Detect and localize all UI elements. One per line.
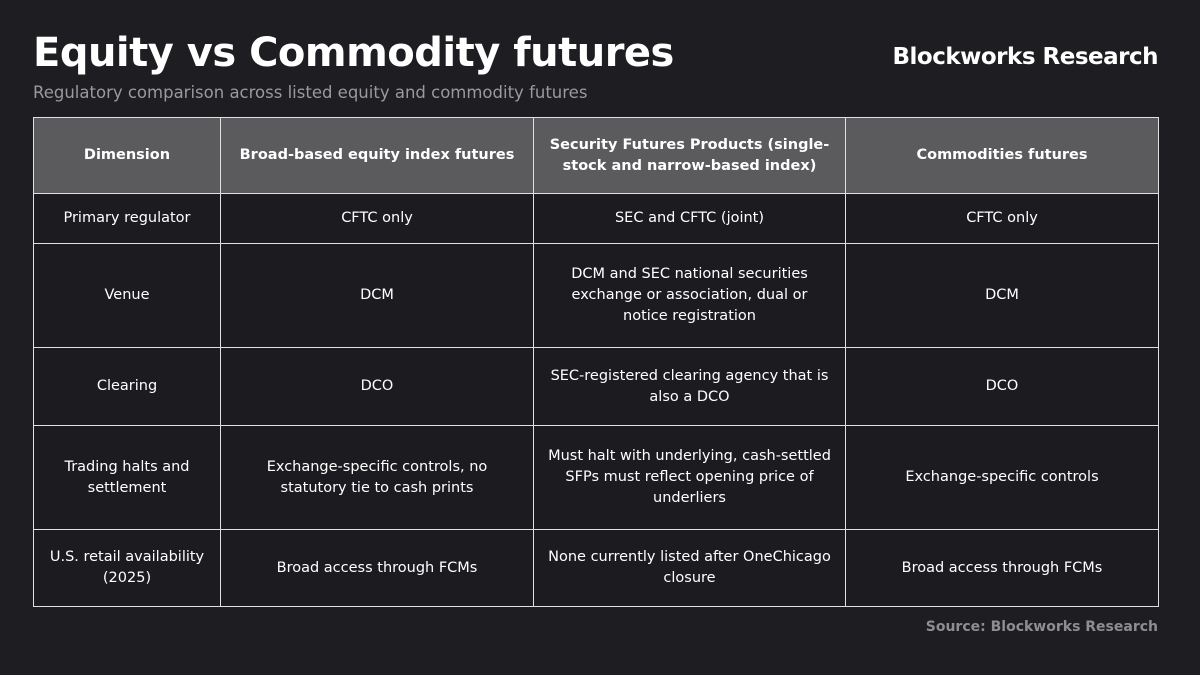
row-label: Primary regulator [33, 193, 221, 244]
table-cell: CFTC only [845, 193, 1159, 244]
table-cell: Exchange-specific controls [845, 425, 1159, 530]
table-row: Primary regulator CFTC only SEC and CFTC (… [33, 193, 1159, 244]
title: Equity vs Commodity futures [33, 30, 674, 76]
column-header: Dimension [33, 117, 221, 194]
table-cell: Must halt with underlying, cash-settled … [533, 425, 846, 530]
row-label: U.S. retail availability (2025) [33, 529, 221, 607]
table-body: Primary regulator CFTC only SEC and CFTC (… [33, 193, 1159, 607]
row-label: Trading halts and settlement [33, 425, 221, 530]
table-cell: SEC-registered clearing agency that is a… [533, 347, 846, 426]
table-cell: CFTC only [220, 193, 534, 244]
column-header: Security Futures Products (single-stock … [533, 117, 846, 194]
table-row: U.S. retail availability (2025) Broad acc… [33, 529, 1159, 607]
source: Source: Blockworks Research [925, 619, 1158, 635]
column-header: Broad-based equity index futures [220, 117, 534, 194]
table-cell: DCM [845, 243, 1159, 348]
row-label: Clearing [33, 347, 221, 426]
table-cell: Broad access through FCMs [845, 529, 1159, 607]
table-cell: DCO [845, 347, 1159, 426]
table-row: Clearing DCO SEC-registered clearing agenc… [33, 347, 1159, 426]
table-cell: DCM [220, 243, 534, 348]
table-cell: DCM and SEC national securities exchange… [533, 243, 846, 348]
subtitle: Regulatory comparison across listed equi… [33, 83, 588, 102]
header-row: Dimension Broad-based equity index future… [33, 117, 1159, 194]
brand: Blockworks Research [892, 44, 1158, 70]
table-row: Trading halts and settlement Exchange-spe… [33, 425, 1159, 530]
table-cell: None currently listed after OneChicago c… [533, 529, 846, 607]
table-cell: Exchange-specific controls, no statutory… [220, 425, 534, 530]
table-head: Dimension Broad-based equity index future… [33, 117, 1159, 194]
table-cell: DCO [220, 347, 534, 426]
table-cell: Broad access through FCMs [220, 529, 534, 607]
table-row: Venue DCM DCM and SEC national securities … [33, 243, 1159, 348]
column-header: Commodities futures [845, 117, 1159, 194]
table-cell: SEC and CFTC (joint) [533, 193, 846, 244]
comparison-table: Dimension Broad-based equity index future… [33, 117, 1159, 607]
row-label: Venue [33, 243, 221, 348]
